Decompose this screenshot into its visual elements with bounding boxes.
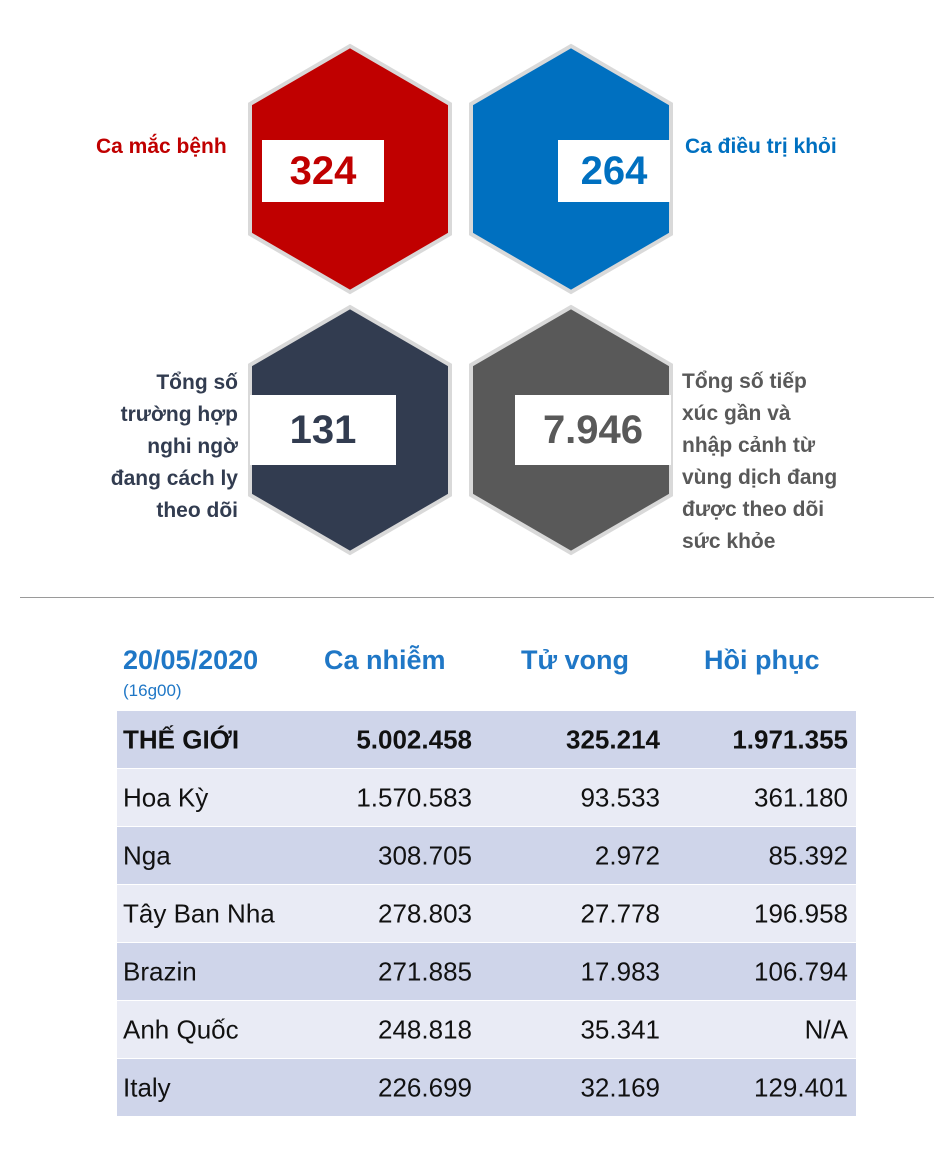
suspected-hexagon: 131 — [242, 303, 458, 557]
table-row-world: THẾ GIỚI 5.002.458 325.214 1.971.355 — [117, 711, 856, 768]
row-deaths: 17.983 — [580, 956, 660, 986]
section-divider — [20, 597, 934, 598]
row-infected: 308.705 — [378, 840, 472, 870]
contacts-label-line: được theo dõi — [682, 498, 825, 521]
row-country: Italy — [123, 1072, 171, 1102]
row-recovered: 196.958 — [754, 898, 848, 928]
suspected-label-line: trường hợp — [120, 403, 238, 426]
row-infected: 278.803 — [378, 898, 472, 928]
table-row: Italy 226.699 32.169 129.401 — [117, 1059, 856, 1116]
table-header: 20/05/2020 (16g00) Ca nhiễm Tử vong Hồi … — [117, 643, 857, 707]
table-time: (16g00) — [123, 681, 182, 700]
header-recovered: Hồi phục — [704, 645, 820, 675]
cases-label: Ca mắc bệnh — [96, 135, 227, 158]
suspected-label-line: nghi ngờ — [147, 435, 238, 458]
header-deaths: Tử vong — [521, 645, 630, 675]
contacts-label-line: sức khỏe — [682, 530, 776, 553]
row-infected: 1.570.583 — [356, 782, 472, 812]
suspected-label-line: theo dõi — [156, 499, 238, 522]
contacts-value: 7.946 — [515, 395, 671, 465]
contacts-label-line: vùng dịch đang — [682, 466, 838, 489]
contacts-label-line: nhập cảnh từ — [682, 434, 816, 457]
row-country: Anh Quốc — [123, 1014, 239, 1044]
table-row: Nga 308.705 2.972 85.392 — [117, 827, 856, 884]
row-recovered: 85.392 — [768, 840, 848, 870]
recovered-hexagon: 264 — [463, 42, 679, 296]
row-infected: 248.818 — [378, 1014, 472, 1044]
row-infected: 271.885 — [378, 956, 472, 986]
suspected-label: Tổng số trường hợp nghi ngờ đang cách ly… — [60, 367, 238, 527]
table-row: Anh Quốc 248.818 35.341 N/A — [117, 1001, 856, 1058]
row-deaths: 2.972 — [594, 840, 660, 870]
row-deaths: 27.778 — [580, 898, 660, 928]
row-country: Brazin — [123, 956, 197, 986]
suspected-label-line: đang cách ly — [110, 467, 238, 490]
row-country: THẾ GIỚI — [123, 724, 240, 754]
table-row: Tây Ban Nha 278.803 27.778 196.958 — [117, 885, 856, 942]
contacts-label-line: Tổng số tiếp — [682, 370, 807, 393]
table-row: Brazin 271.885 17.983 106.794 — [117, 943, 856, 1000]
row-infected: 5.002.458 — [356, 724, 472, 754]
recovered-label: Ca điều trị khỏi — [685, 135, 837, 158]
row-recovered: 1.971.355 — [732, 724, 848, 754]
contacts-label: Tổng số tiếp xúc gần và nhập cảnh từ vùn… — [682, 366, 837, 558]
row-recovered: 129.401 — [754, 1072, 848, 1102]
row-deaths: 93.533 — [580, 782, 660, 812]
row-country: Hoa Kỳ — [123, 782, 209, 812]
suspected-value: 131 — [250, 395, 396, 465]
table-date: 20/05/2020 — [123, 645, 259, 675]
row-deaths: 325.214 — [566, 724, 660, 754]
cases-hexagon: 324 — [242, 42, 458, 296]
suspected-label-line: Tổng số — [156, 371, 238, 394]
header-infected: Ca nhiễm — [324, 645, 446, 675]
row-country: Nga — [123, 840, 171, 870]
contacts-label-line: xúc gần và — [682, 402, 791, 425]
row-country: Tây Ban Nha — [123, 898, 275, 928]
recovered-value: 264 — [558, 140, 670, 202]
row-deaths: 35.341 — [580, 1014, 660, 1044]
row-recovered: 106.794 — [754, 956, 848, 986]
row-infected: 226.699 — [378, 1072, 472, 1102]
row-deaths: 32.169 — [580, 1072, 660, 1102]
table-row: Hoa Kỳ 1.570.583 93.533 361.180 — [117, 769, 856, 826]
contacts-hexagon: 7.946 — [463, 303, 679, 557]
row-recovered: N/A — [804, 1014, 848, 1044]
cases-value: 324 — [262, 140, 384, 202]
row-recovered: 361.180 — [754, 782, 848, 812]
